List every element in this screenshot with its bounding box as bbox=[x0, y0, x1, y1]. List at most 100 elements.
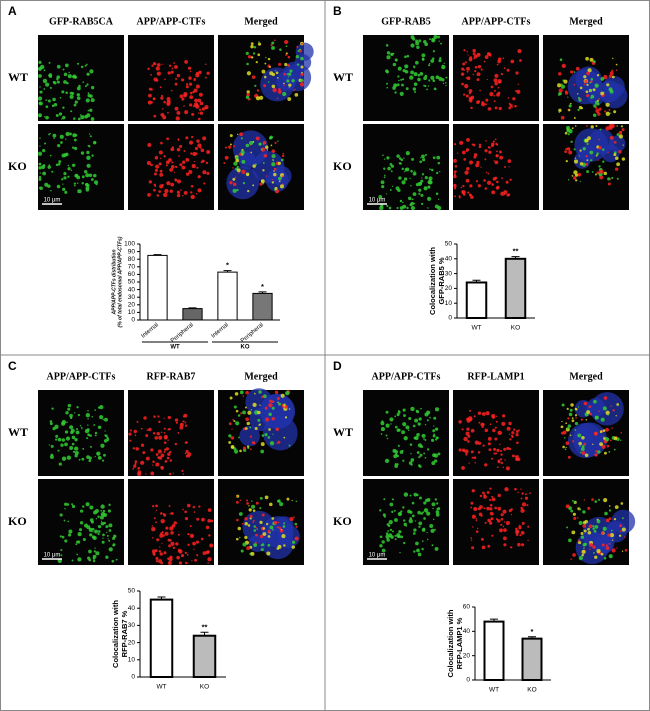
signal bbox=[206, 171, 210, 175]
signal bbox=[76, 540, 79, 544]
signal bbox=[89, 528, 92, 530]
signal bbox=[594, 525, 599, 529]
signal bbox=[575, 417, 577, 419]
signal bbox=[106, 437, 110, 441]
signal bbox=[480, 537, 484, 541]
signal bbox=[426, 448, 430, 451]
signal bbox=[470, 428, 475, 433]
signal bbox=[441, 64, 446, 70]
signal bbox=[426, 531, 428, 534]
micrograph bbox=[128, 390, 214, 477]
signal bbox=[398, 79, 400, 82]
signal bbox=[405, 425, 410, 430]
signal bbox=[585, 418, 588, 421]
signal bbox=[262, 169, 265, 172]
signal bbox=[49, 154, 52, 157]
signal bbox=[499, 155, 504, 160]
column-header: Merged bbox=[244, 371, 278, 382]
signal bbox=[188, 76, 192, 80]
signal bbox=[235, 421, 240, 426]
signal bbox=[178, 155, 180, 157]
signal bbox=[432, 518, 435, 521]
signal bbox=[190, 184, 194, 188]
signal bbox=[169, 189, 173, 193]
signal bbox=[616, 162, 621, 167]
signal bbox=[380, 427, 385, 432]
signal bbox=[592, 545, 596, 549]
signal bbox=[477, 441, 482, 445]
signal bbox=[572, 512, 576, 516]
signal bbox=[143, 416, 147, 420]
signal bbox=[494, 106, 498, 110]
signal bbox=[93, 173, 97, 178]
signal bbox=[62, 68, 65, 71]
signal bbox=[108, 523, 113, 528]
signal bbox=[95, 551, 100, 556]
signal bbox=[388, 206, 392, 210]
signal bbox=[573, 170, 578, 175]
signal bbox=[454, 143, 456, 146]
significance: * bbox=[531, 627, 534, 636]
signal bbox=[276, 396, 280, 400]
signal bbox=[615, 415, 617, 417]
signal bbox=[489, 503, 493, 507]
signal bbox=[491, 497, 496, 502]
signal bbox=[383, 158, 386, 160]
signal bbox=[155, 453, 159, 456]
signal bbox=[255, 533, 258, 537]
signal bbox=[253, 529, 257, 532]
signal bbox=[94, 455, 96, 458]
row-label: KO bbox=[333, 159, 352, 173]
signal bbox=[174, 178, 177, 181]
signal bbox=[246, 499, 249, 502]
signal bbox=[70, 110, 73, 113]
signal bbox=[463, 157, 467, 161]
signal bbox=[470, 501, 474, 505]
micrograph bbox=[543, 479, 636, 565]
signal bbox=[39, 186, 43, 190]
signal bbox=[140, 460, 145, 465]
signal bbox=[500, 517, 504, 521]
signal bbox=[39, 90, 43, 94]
signal bbox=[514, 455, 517, 458]
signal bbox=[390, 164, 395, 168]
signal bbox=[192, 505, 196, 509]
signal bbox=[418, 188, 422, 192]
signal bbox=[199, 111, 204, 115]
signal bbox=[435, 436, 438, 439]
signal bbox=[277, 177, 280, 180]
signal bbox=[460, 186, 463, 189]
y-tick-label: 20 bbox=[128, 302, 136, 309]
signal bbox=[45, 99, 48, 101]
signal bbox=[421, 433, 426, 438]
signal bbox=[499, 458, 503, 461]
signal bbox=[65, 131, 70, 137]
signal bbox=[474, 461, 477, 464]
signal bbox=[150, 471, 155, 476]
y-tick-label: 40 bbox=[128, 605, 136, 612]
y-tick-label: 40 bbox=[463, 628, 471, 635]
signal bbox=[39, 67, 41, 70]
signal bbox=[76, 553, 79, 556]
signal bbox=[187, 562, 189, 564]
signal bbox=[598, 165, 601, 168]
signal bbox=[470, 506, 473, 509]
signal bbox=[392, 448, 397, 453]
signal bbox=[61, 421, 66, 426]
signal bbox=[238, 436, 240, 439]
signal bbox=[180, 554, 185, 558]
signal bbox=[242, 542, 247, 547]
signal bbox=[156, 155, 158, 158]
signal bbox=[173, 521, 177, 525]
row-label: WT bbox=[8, 70, 28, 84]
signal bbox=[496, 63, 499, 66]
signal bbox=[445, 82, 447, 84]
signal bbox=[603, 74, 608, 80]
signal bbox=[259, 95, 264, 100]
signal bbox=[182, 420, 184, 423]
signal bbox=[45, 115, 49, 120]
signal bbox=[169, 459, 173, 462]
signal bbox=[605, 427, 609, 432]
signal bbox=[387, 530, 390, 532]
signal bbox=[160, 466, 164, 470]
